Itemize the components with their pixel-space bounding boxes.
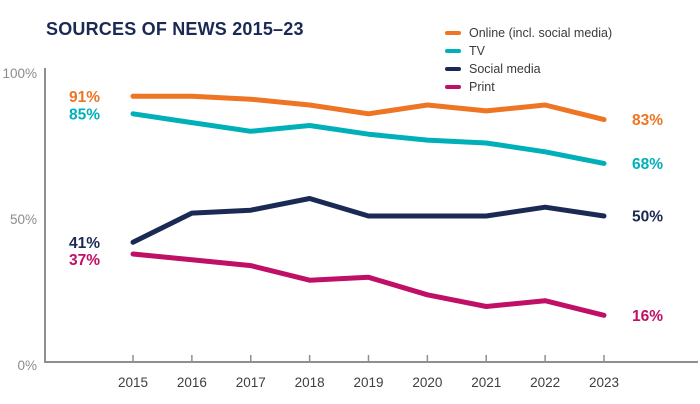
legend-label: Social media [469,62,541,76]
series-line-tv [130,111,607,166]
start-value-label-print: 37% [69,252,100,269]
x-axis-label-2021: 2021 [471,375,501,390]
legend: Online (incl. social media) TV Social medi… [445,24,612,96]
legend-swatch-icon [445,66,461,72]
x-axis-label-2015: 2015 [118,375,148,390]
x-axis-label-2017: 2017 [236,375,266,390]
end-value-label-tv: 68% [632,156,663,173]
x-axis-label-2020: 2020 [412,375,442,390]
start-value-label-tv: 85% [69,106,100,123]
legend-item-online-incl-social-media: Online (incl. social media) [445,24,612,42]
legend-item-social-media: Social media [445,60,612,78]
x-axis-label-2016: 2016 [177,375,207,390]
legend-swatch-icon [445,48,461,54]
x-axis-label-2023: 2023 [589,375,619,390]
x-axis-label-2022: 2022 [530,375,560,390]
end-value-label-social-media: 50% [632,209,663,226]
series-line-online-incl-social-media [130,93,607,123]
x-axis-label-2018: 2018 [295,375,325,390]
chart-title: SOURCES OF NEWS 2015–23 [46,19,304,39]
legend-label: Print [469,80,495,94]
legend-swatch-icon [445,30,461,36]
legend-label: TV [469,44,485,58]
legend-item-tv: TV [445,42,612,60]
series-line-social-media [130,196,607,245]
start-value-label-social-media: 41% [69,235,100,252]
start-value-label-online-incl-social-media: 91% [69,89,100,106]
legend-label: Online (incl. social media) [469,26,613,40]
series-line-print [130,251,607,318]
y-axis-label-50: 50% [10,212,37,227]
end-value-label-print: 16% [632,308,663,325]
x-axis-label-2019: 2019 [353,375,383,390]
end-value-label-online-incl-social-media: 83% [632,112,663,129]
legend-item-print: Print [445,78,612,96]
legend-swatch-icon [445,84,461,90]
y-axis-label-0: 0% [17,358,37,373]
y-axis-label-100: 100% [2,66,37,81]
